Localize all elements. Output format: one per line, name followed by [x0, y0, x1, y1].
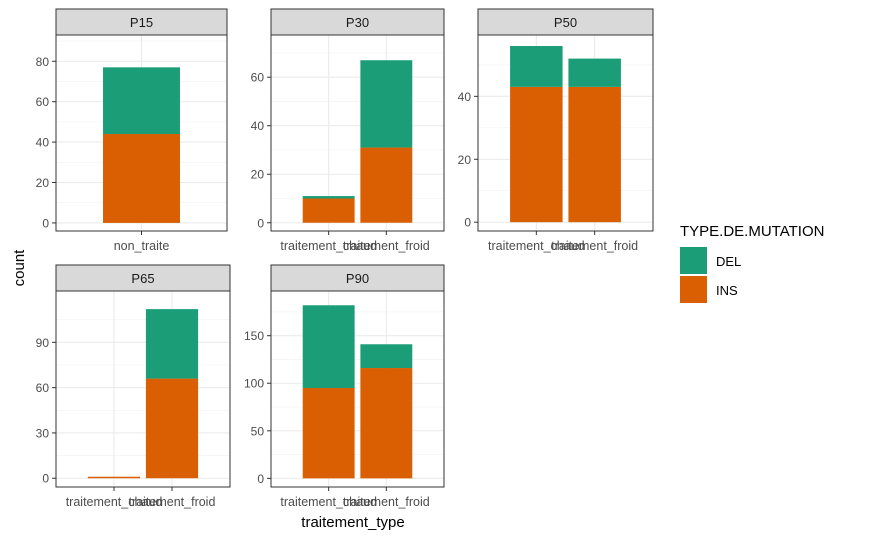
- bar-p15-non_traite-ins: [103, 134, 180, 223]
- bar-p30-traitement_froid-del: [360, 60, 413, 148]
- y-tick-label: 90: [36, 336, 50, 350]
- x-tick-label: traitement_chaud: [488, 239, 585, 253]
- strip-label-p50: P50: [554, 15, 577, 30]
- bar-p50-traitement_chaud-del: [510, 46, 563, 87]
- strip-p50: [477, 8, 654, 36]
- legend-key-ins: [680, 276, 707, 303]
- strip-p15: [55, 8, 228, 36]
- y-tick-label: 60: [251, 71, 265, 85]
- x-tick-label: traitement_chaud: [280, 495, 377, 509]
- panel-p15: P15 0 20 40 60 80 non_traite: [36, 8, 228, 253]
- panel-border-p65: [55, 290, 231, 488]
- legend-label-del: DEL: [716, 254, 741, 269]
- bar-p50-traitement_froid-del: [568, 58, 621, 87]
- strip-p65: [55, 264, 231, 292]
- bar-p90-traitement_chaud-del: [302, 305, 355, 389]
- panel-p90: P90 0 50 100 150 traitement_chaudtraitement_f…: [244, 264, 445, 509]
- bar-p90-traitement_chaud-ins: [302, 388, 355, 479]
- strip-label-p30: P30: [346, 15, 369, 30]
- y-axis-title: count: [11, 249, 28, 287]
- legend-label-ins: INS: [716, 283, 738, 298]
- y-tick-label: 80: [36, 55, 50, 69]
- panel-border-p30: [270, 34, 445, 232]
- strip-label-p65: P65: [131, 271, 154, 286]
- plot-area-p65: [56, 291, 230, 487]
- y-tick-label: 0: [464, 216, 471, 230]
- bar-p65-traitement_chaud-ins: [87, 476, 141, 479]
- bar-p90-traitement_froid-del: [360, 344, 413, 369]
- y-tick-label: 60: [36, 381, 50, 395]
- y-tick-label: 20: [36, 176, 50, 190]
- x-tick-label: traitement_chaud: [66, 495, 163, 509]
- bar-p30-traitement_froid-ins: [360, 147, 413, 223]
- bar-p50-traitement_froid-ins: [568, 86, 621, 223]
- strip-p90: [270, 264, 445, 292]
- y-tick-label: 0: [42, 472, 49, 486]
- bar-p30-traitement_chaud-ins: [302, 198, 355, 223]
- y-tick-label: 0: [257, 472, 264, 486]
- x-tick-label: traitement_chaud: [280, 239, 377, 253]
- x-tick-label: traitement_froid: [129, 495, 216, 509]
- y-tick-label: 150: [244, 329, 264, 343]
- panel-p65: P65 0 30 60 90 traitement_chaudtraitement_fro…: [36, 264, 231, 509]
- x-axis-title: traitement_type: [301, 514, 404, 531]
- plot-area-p50: [478, 35, 653, 231]
- x-tick-label: traitement_froid: [551, 239, 638, 253]
- bar-p50-traitement_chaud-ins: [510, 86, 563, 223]
- strip-label-p90: P90: [346, 271, 369, 286]
- y-tick-label: 0: [257, 216, 264, 230]
- legend-key-del: [680, 247, 707, 274]
- panel-border-p50: [477, 34, 654, 232]
- legend: TYPE.DE.MUTATION DEL INS: [680, 223, 824, 303]
- bar-p65-traitement_froid-ins: [145, 378, 199, 479]
- bar-p15-non_traite-del: [103, 67, 180, 135]
- plot-area-p90: [271, 291, 444, 487]
- y-tick-label: 40: [36, 136, 50, 150]
- panel-border-p90: [270, 290, 445, 488]
- y-tick-label: 40: [458, 90, 472, 104]
- x-tick-label: traitement_froid: [343, 239, 430, 253]
- y-tick-label: 20: [251, 168, 265, 182]
- bar-p30-traitement_chaud-del: [302, 196, 355, 199]
- y-tick-label: 30: [36, 426, 50, 440]
- y-tick-label: 20: [458, 153, 472, 167]
- x-tick-label: traitement_froid: [343, 495, 430, 509]
- bar-p90-traitement_froid-ins: [360, 368, 413, 479]
- bar-p65-traitement_froid-del: [145, 309, 199, 379]
- x-tick-label: non_traite: [114, 239, 170, 253]
- y-tick-label: 0: [42, 216, 49, 230]
- y-tick-label: 100: [244, 377, 264, 391]
- strip-label-p15: P15: [130, 15, 153, 30]
- strip-p30: [270, 8, 445, 36]
- plot-area-p30: [271, 35, 444, 231]
- y-tick-label: 40: [251, 119, 265, 133]
- panel-p30: P30 0 20 40 60 traitement_chaudtraitement_fro…: [251, 8, 445, 253]
- legend-title: TYPE.DE.MUTATION: [680, 223, 824, 240]
- y-tick-label: 60: [36, 95, 50, 109]
- facet-panels: P15 0 20 40 60 80 non_traite P30 0 20 40 60 traiteme…: [36, 8, 654, 509]
- y-tick-label: 50: [251, 424, 265, 438]
